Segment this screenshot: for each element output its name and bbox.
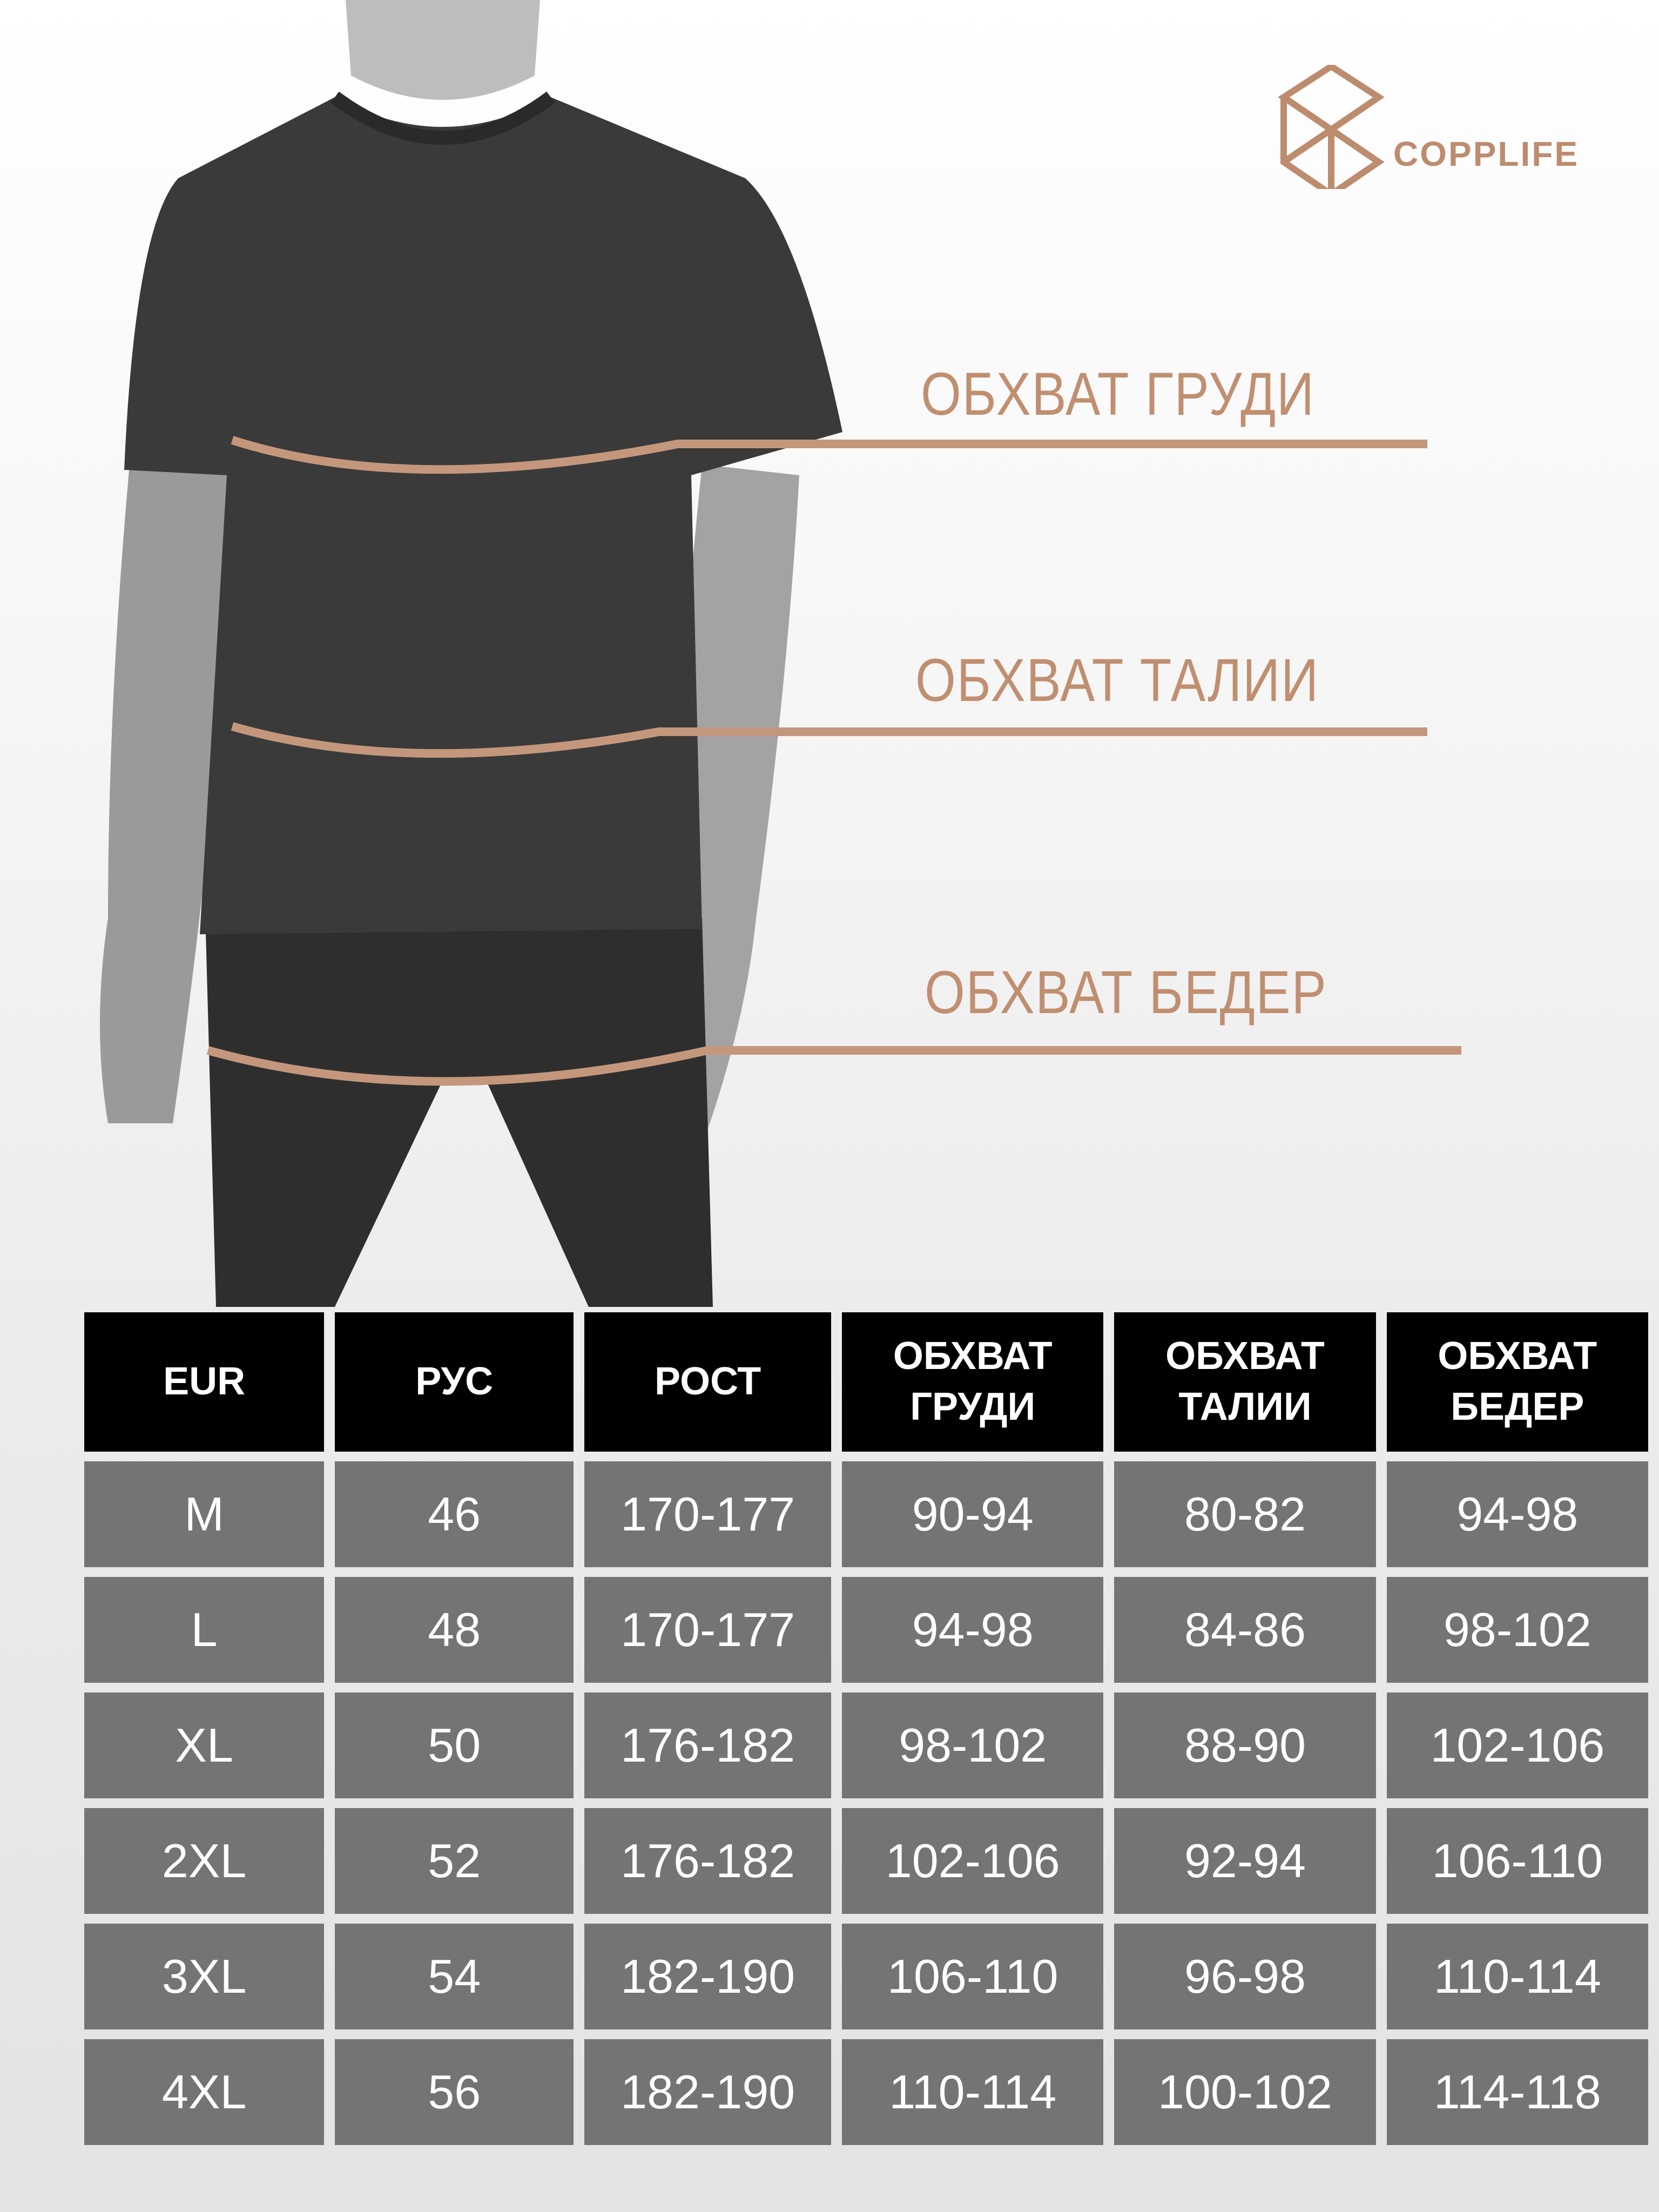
hips-measure-line (206, 1046, 1461, 1086)
cell-chest: 102-106 (842, 1808, 1104, 1914)
hips-label: ОБХВАТ БЕДЕР (925, 959, 1327, 1026)
header-rus: РУС (335, 1312, 574, 1452)
cell-eur: 4XL (84, 2039, 325, 2145)
brand-name: COPPLIFE (1393, 134, 1580, 173)
model-neck (346, 0, 540, 100)
header-chest: ОБХВАТ ГРУДИ (842, 1312, 1104, 1452)
chest-measure-line (231, 436, 1427, 474)
cell-hips: 110-114 (1386, 1924, 1648, 2029)
cell-rus: 54 (335, 1924, 574, 2029)
brand-logo: COPPLIFE (1277, 62, 1590, 199)
cell-eur: M (84, 1461, 325, 1567)
cell-waist: 96-98 (1114, 1924, 1376, 2029)
table-row: XL 50 176-182 98-102 88-90 102-106 (84, 1692, 1648, 1798)
cell-waist: 80-82 (1114, 1461, 1376, 1567)
cell-hips: 98-102 (1386, 1577, 1648, 1683)
cell-hips: 102-106 (1386, 1692, 1648, 1798)
cell-waist: 100-102 (1114, 2039, 1376, 2145)
chest-label: ОБХВАТ ГРУДИ (921, 360, 1315, 428)
cell-chest: 98-102 (842, 1692, 1104, 1798)
table-header-row: EUR РУС РОСТ ОБХВАТ ГРУДИ ОБХВАТ ТАЛИИ О… (84, 1312, 1648, 1452)
header-hips: ОБХВАТ БЕДЕР (1386, 1312, 1648, 1452)
waist-measure-line (231, 722, 1427, 758)
cell-height: 170-177 (584, 1577, 832, 1683)
cell-eur: 2XL (84, 1808, 325, 1914)
cell-hips: 114-118 (1386, 2039, 1648, 2145)
cube-logo-icon (1278, 62, 1385, 199)
cell-chest: 110-114 (842, 2039, 1104, 2145)
cell-waist: 88-90 (1114, 1692, 1376, 1798)
model-photo (100, 0, 1461, 1307)
cell-rus: 50 (335, 1692, 574, 1798)
cell-waist: 92-94 (1114, 1808, 1376, 1914)
header-eur: EUR (84, 1312, 325, 1452)
table-row: 3XL 54 182-190 106-110 96-98 110-114 (84, 1924, 1648, 2029)
cell-waist: 84-86 (1114, 1577, 1376, 1683)
cell-hips: 94-98 (1386, 1461, 1648, 1567)
model-shirt (124, 97, 842, 934)
cell-hips: 106-110 (1386, 1808, 1648, 1914)
cell-rus: 56 (335, 2039, 574, 2145)
cell-height: 176-182 (584, 1692, 832, 1798)
size-table: EUR РУС РОСТ ОБХВАТ ГРУДИ ОБХВАТ ТАЛИИ О… (73, 1303, 1659, 2155)
cell-chest: 94-98 (842, 1577, 1104, 1683)
table-row: 2XL 52 176-182 102-106 92-94 106-110 (84, 1808, 1648, 1914)
waist-label: ОБХВАТ ТАЛИИ (915, 646, 1319, 714)
table-row: L 48 170-177 94-98 84-86 98-102 (84, 1577, 1648, 1683)
model-pants (205, 913, 713, 1307)
cell-eur: XL (84, 1692, 325, 1798)
cell-height: 176-182 (584, 1808, 832, 1914)
cell-eur: 3XL (84, 1924, 325, 2029)
cell-rus: 48 (335, 1577, 574, 1683)
header-height: РОСТ (584, 1312, 832, 1452)
cell-chest: 106-110 (842, 1924, 1104, 2029)
cell-height: 182-190 (584, 2039, 832, 2145)
cell-eur: L (84, 1577, 325, 1683)
header-waist: ОБХВАТ ТАЛИИ (1114, 1312, 1376, 1452)
cell-chest: 90-94 (842, 1461, 1104, 1567)
cell-height: 170-177 (584, 1461, 832, 1567)
table-row: 4XL 56 182-190 110-114 100-102 114-118 (84, 2039, 1648, 2145)
model-left-arm (100, 464, 227, 1123)
cell-height: 182-190 (584, 1924, 832, 2029)
cell-rus: 46 (335, 1461, 574, 1567)
cell-rus: 52 (335, 1808, 574, 1914)
table-row: M 46 170-177 90-94 80-82 94-98 (84, 1461, 1648, 1567)
